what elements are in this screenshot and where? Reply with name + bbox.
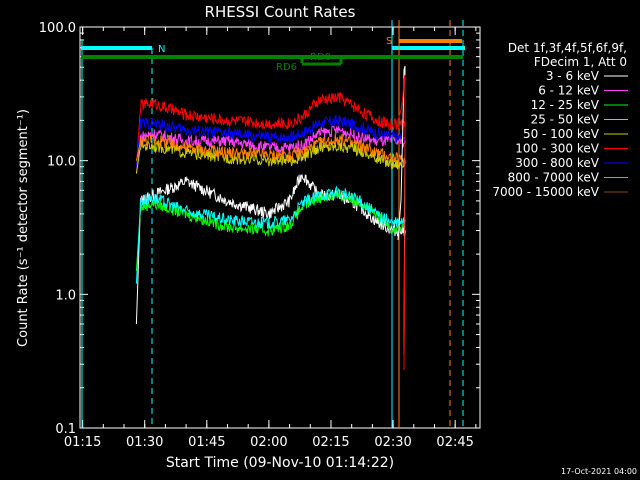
x-tick-label: 02:30 — [374, 435, 411, 450]
chart-title: RHESSI Count Rates — [205, 3, 356, 21]
series-line-1 — [135, 123, 406, 174]
x-axis-label: Start Time (09-Nov-10 01:14:22) — [166, 455, 394, 471]
night-label: N — [158, 44, 165, 55]
x-tick-label: 02:45 — [436, 435, 473, 450]
y-axis-ticks: 0.1 1.0 10.0 100.0 — [39, 21, 480, 437]
flare-spike-high-energy — [397, 74, 406, 371]
legend-entry-label: 800 - 7000 keV — [508, 171, 600, 185]
attenuator-decimation-overlays: N S RD0 RD6 — [81, 20, 465, 428]
legend-entry-label: 12 - 25 keV — [531, 98, 600, 112]
y-tick-label: 0.1 — [55, 422, 76, 437]
x-tick-label: 02:00 — [250, 435, 287, 450]
legend: Det 1f,3f,4f,5f,6f,9f,FDecim 1, Att 03 -… — [492, 41, 628, 199]
series-line-6 — [135, 114, 406, 167]
legend-entry-label: 3 - 6 keV — [546, 69, 600, 83]
legend-header-line: Det 1f,3f,4f,5f,6f,9f, — [508, 41, 627, 55]
y-axis-label: Count Rate (s⁻¹ detector segment⁻¹) — [16, 109, 31, 347]
series-line-3 — [135, 185, 406, 284]
series-line-5 — [135, 91, 406, 167]
y-tick-label: 1.0 — [55, 288, 76, 303]
x-tick-label: 01:15 — [64, 435, 101, 450]
plot-timestamp: 17-Oct-2021 04:00 — [561, 467, 637, 476]
legend-entry-label: 50 - 100 keV — [523, 127, 600, 141]
saa-label: S — [386, 36, 392, 47]
y-tick-label: 100.0 — [39, 21, 76, 36]
legend-entry-label: 6 - 12 keV — [538, 84, 600, 98]
x-tick-label: 01:30 — [126, 435, 163, 450]
series-line-4 — [135, 138, 406, 174]
plot-frame — [79, 26, 481, 429]
y-tick-label: 10.0 — [47, 155, 76, 170]
x-tick-label: 02:15 — [312, 435, 349, 450]
rd0-label: RD0 — [310, 52, 331, 63]
series-lines — [135, 65, 406, 371]
legend-entry-label: 100 - 300 keV — [515, 142, 599, 156]
series-line-7 — [135, 133, 406, 167]
legend-entry-label: 300 - 800 keV — [515, 156, 599, 170]
legend-header-line: FDecim 1, Att 0 — [534, 55, 627, 69]
legend-entry-label: 25 - 50 keV — [531, 113, 600, 127]
rd6-label: RD6 — [276, 62, 297, 73]
x-axis-ticks: 01:15 01:30 01:45 02:00 02:15 02:30 02:45 — [64, 27, 477, 450]
legend-entry-label: 7000 - 15000 keV — [492, 185, 599, 199]
x-tick-label: 01:45 — [188, 435, 225, 450]
